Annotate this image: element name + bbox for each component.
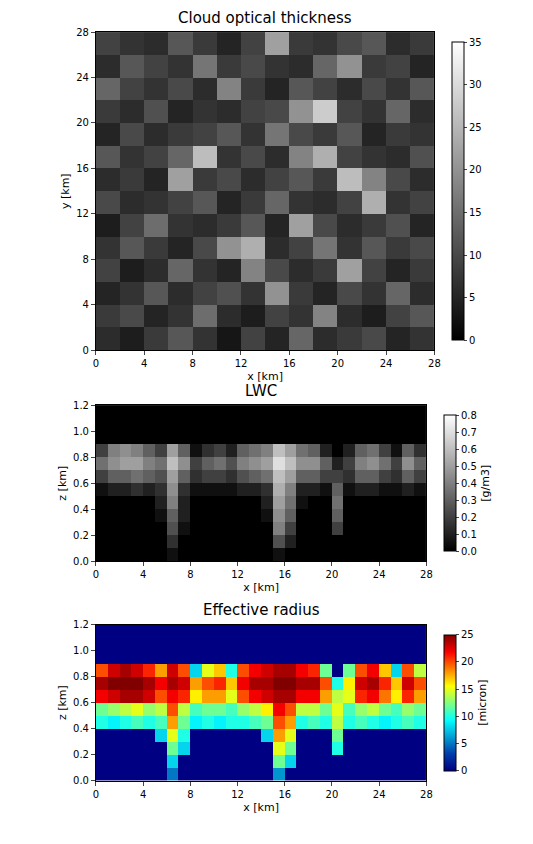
svg-text:0.5: 0.5 (461, 461, 477, 472)
svg-text:Effective radius: Effective radius (203, 601, 320, 619)
svg-text:0.8: 0.8 (73, 452, 89, 463)
svg-text:1.0: 1.0 (73, 645, 89, 656)
svg-text:30: 30 (469, 79, 482, 90)
svg-text:8: 8 (83, 254, 89, 265)
svg-text:25: 25 (469, 122, 482, 133)
svg-text:4: 4 (140, 569, 146, 580)
svg-text:16: 16 (283, 358, 296, 369)
svg-text:15: 15 (469, 207, 482, 218)
svg-text:0.0: 0.0 (73, 556, 89, 567)
svg-text:1.0: 1.0 (73, 426, 89, 437)
svg-text:28: 28 (420, 789, 433, 800)
svg-text:28: 28 (428, 358, 441, 369)
svg-text:0.4: 0.4 (73, 504, 89, 515)
svg-text:z [km]: z [km] (56, 685, 69, 720)
svg-text:16: 16 (76, 163, 89, 174)
svg-text:[micron]: [micron] (476, 679, 489, 725)
svg-text:24: 24 (373, 569, 386, 580)
svg-text:0.0: 0.0 (73, 775, 89, 786)
svg-text:20: 20 (461, 656, 474, 667)
svg-text:24: 24 (76, 72, 89, 83)
svg-text:5: 5 (469, 292, 475, 303)
svg-text:4: 4 (83, 299, 89, 310)
svg-text:10: 10 (469, 250, 482, 261)
svg-text:8: 8 (187, 789, 193, 800)
svg-text:0: 0 (461, 765, 467, 776)
svg-text:12: 12 (235, 358, 248, 369)
svg-text:28: 28 (76, 27, 89, 38)
svg-text:12: 12 (231, 789, 244, 800)
svg-text:8: 8 (187, 569, 193, 580)
svg-text:10: 10 (461, 711, 474, 722)
svg-text:[g/m3]: [g/m3] (479, 465, 492, 502)
svg-text:20: 20 (331, 358, 344, 369)
svg-text:4: 4 (141, 358, 147, 369)
svg-text:0.4: 0.4 (73, 723, 89, 734)
svg-text:35: 35 (469, 37, 482, 48)
svg-text:Cloud optical thickness: Cloud optical thickness (178, 9, 352, 27)
svg-text:0.8: 0.8 (73, 671, 89, 682)
svg-text:0.1: 0.1 (461, 529, 477, 540)
svg-text:0.2: 0.2 (73, 530, 89, 541)
svg-text:24: 24 (380, 358, 393, 369)
svg-text:x [km]: x [km] (243, 581, 279, 594)
svg-text:0.2: 0.2 (73, 749, 89, 760)
svg-text:4: 4 (140, 789, 146, 800)
svg-text:0.2: 0.2 (461, 512, 477, 523)
svg-text:25: 25 (461, 629, 474, 640)
svg-text:0: 0 (469, 335, 475, 346)
svg-text:1.2: 1.2 (73, 619, 89, 630)
svg-text:0: 0 (93, 358, 99, 369)
svg-text:0.6: 0.6 (73, 478, 89, 489)
svg-text:1.2: 1.2 (73, 400, 89, 411)
svg-text:0.6: 0.6 (73, 697, 89, 708)
svg-text:0.6: 0.6 (461, 444, 477, 455)
svg-text:20: 20 (326, 789, 339, 800)
svg-text:8: 8 (189, 358, 195, 369)
svg-text:LWC: LWC (245, 382, 277, 400)
svg-text:0.0: 0.0 (461, 546, 477, 557)
svg-text:28: 28 (420, 569, 433, 580)
svg-text:24: 24 (373, 789, 386, 800)
svg-text:16: 16 (278, 789, 291, 800)
svg-text:20: 20 (76, 117, 89, 128)
svg-text:20: 20 (326, 569, 339, 580)
svg-text:0: 0 (83, 345, 89, 356)
svg-text:0.7: 0.7 (461, 427, 477, 438)
svg-text:0.4: 0.4 (461, 478, 477, 489)
svg-text:0.8: 0.8 (461, 410, 477, 421)
svg-text:x [km]: x [km] (247, 370, 283, 383)
svg-text:z [km]: z [km] (56, 466, 69, 501)
svg-text:20: 20 (469, 164, 482, 175)
svg-text:x [km]: x [km] (243, 801, 279, 814)
svg-text:0.3: 0.3 (461, 495, 477, 506)
svg-text:15: 15 (461, 684, 474, 695)
svg-text:y [km]: y [km] (59, 173, 72, 209)
svg-text:5: 5 (461, 738, 467, 749)
svg-text:12: 12 (231, 569, 244, 580)
svg-text:16: 16 (278, 569, 291, 580)
svg-text:0: 0 (93, 569, 99, 580)
svg-text:12: 12 (76, 208, 89, 219)
svg-text:0: 0 (93, 789, 99, 800)
